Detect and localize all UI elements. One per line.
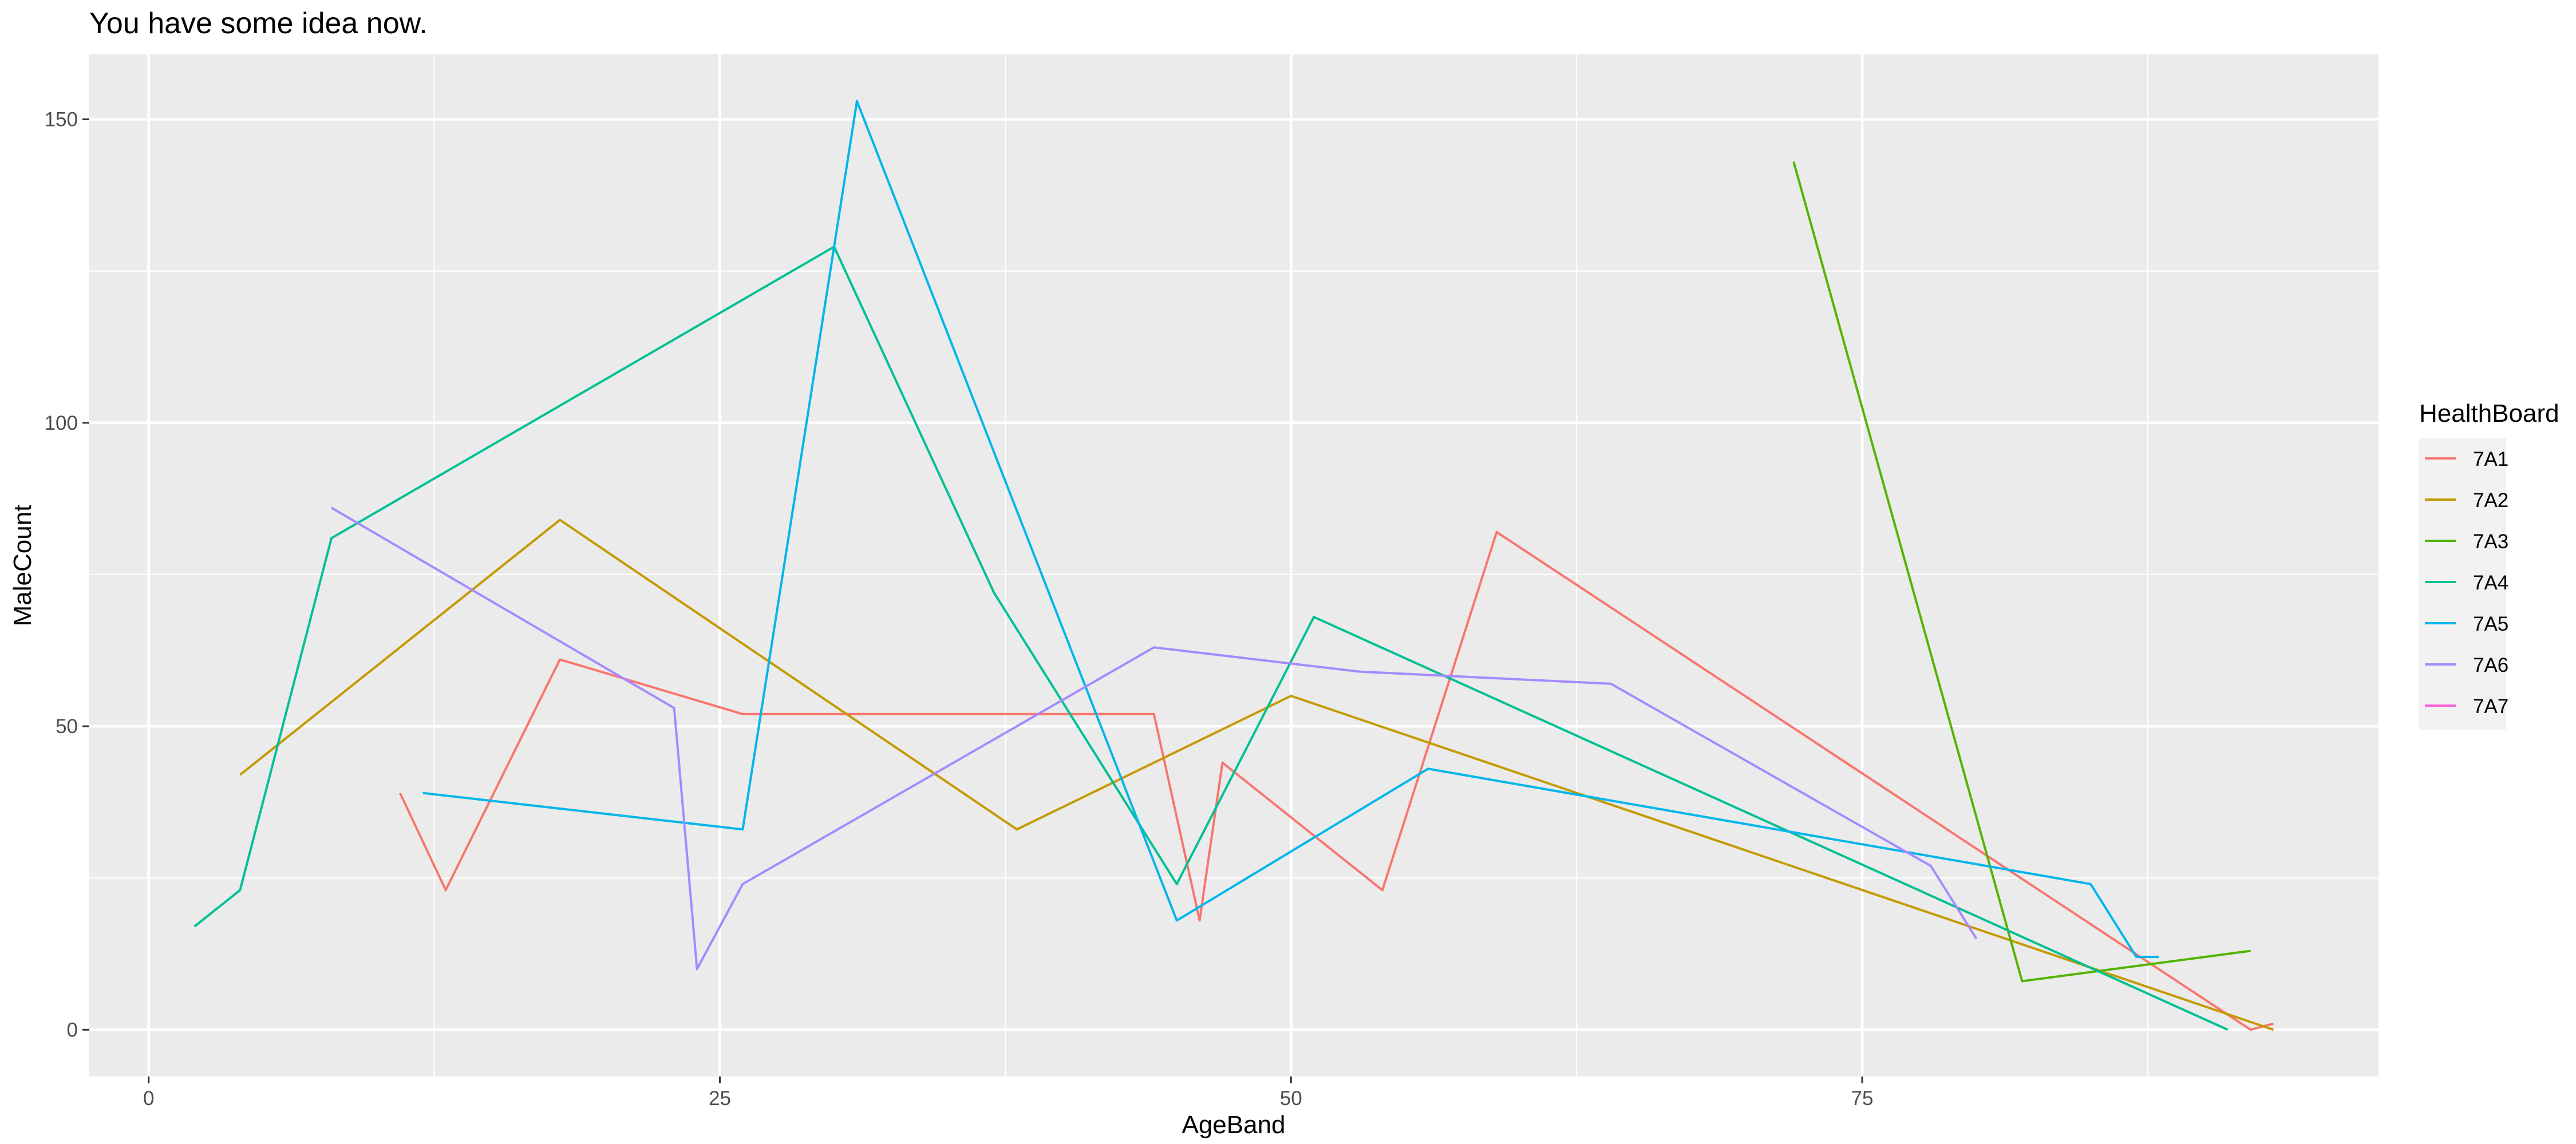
series-lines	[193, 100, 2274, 1031]
legend-title: HealthBoard	[2419, 399, 2559, 427]
y-tick-label: 150	[45, 108, 78, 130]
x-tick-label: 50	[1280, 1087, 1302, 1110]
series-line-7a2	[239, 518, 2274, 1031]
grid-lines	[89, 54, 2379, 1076]
legend-label-7a2: 7A2	[2473, 489, 2508, 512]
legend: HealthBoard 7A1 7A2 7A3 7A4 7A5 7A6 7A7	[2419, 399, 2559, 730]
y-tick-label: 50	[56, 715, 78, 738]
axes: 0 25 50 75 0 50 100 150	[45, 108, 1874, 1110]
plot-panel	[89, 54, 2379, 1076]
x-tick-label: 0	[143, 1087, 154, 1110]
legend-label-7a7: 7A7	[2473, 695, 2508, 718]
legend-items: 7A1 7A2 7A3 7A4 7A5 7A6 7A7	[2425, 448, 2508, 718]
legend-label-7a3: 7A3	[2473, 531, 2508, 553]
legend-label-7a6: 7A6	[2473, 654, 2508, 676]
chart-title: You have some idea now.	[89, 7, 428, 40]
series-line-7a4	[193, 246, 2229, 1031]
y-axis-title: MaleCount	[9, 505, 37, 627]
x-tick-label: 25	[709, 1087, 731, 1110]
series-line-7a1	[398, 531, 2274, 1031]
y-tick-label: 100	[45, 412, 78, 434]
series-line-7a3	[1792, 161, 2251, 983]
x-tick-label: 75	[1851, 1087, 1874, 1110]
legend-label-7a4: 7A4	[2473, 572, 2508, 594]
y-tick-label: 0	[67, 1019, 78, 1041]
legend-label-7a1: 7A1	[2473, 448, 2508, 470]
legend-label-7a5: 7A5	[2473, 613, 2508, 635]
series-line-7a6	[330, 506, 1978, 971]
x-axis-title: AgeBand	[1182, 1111, 1285, 1139]
legend-key-background	[2419, 438, 2506, 730]
series-line-7a5	[422, 100, 2159, 959]
